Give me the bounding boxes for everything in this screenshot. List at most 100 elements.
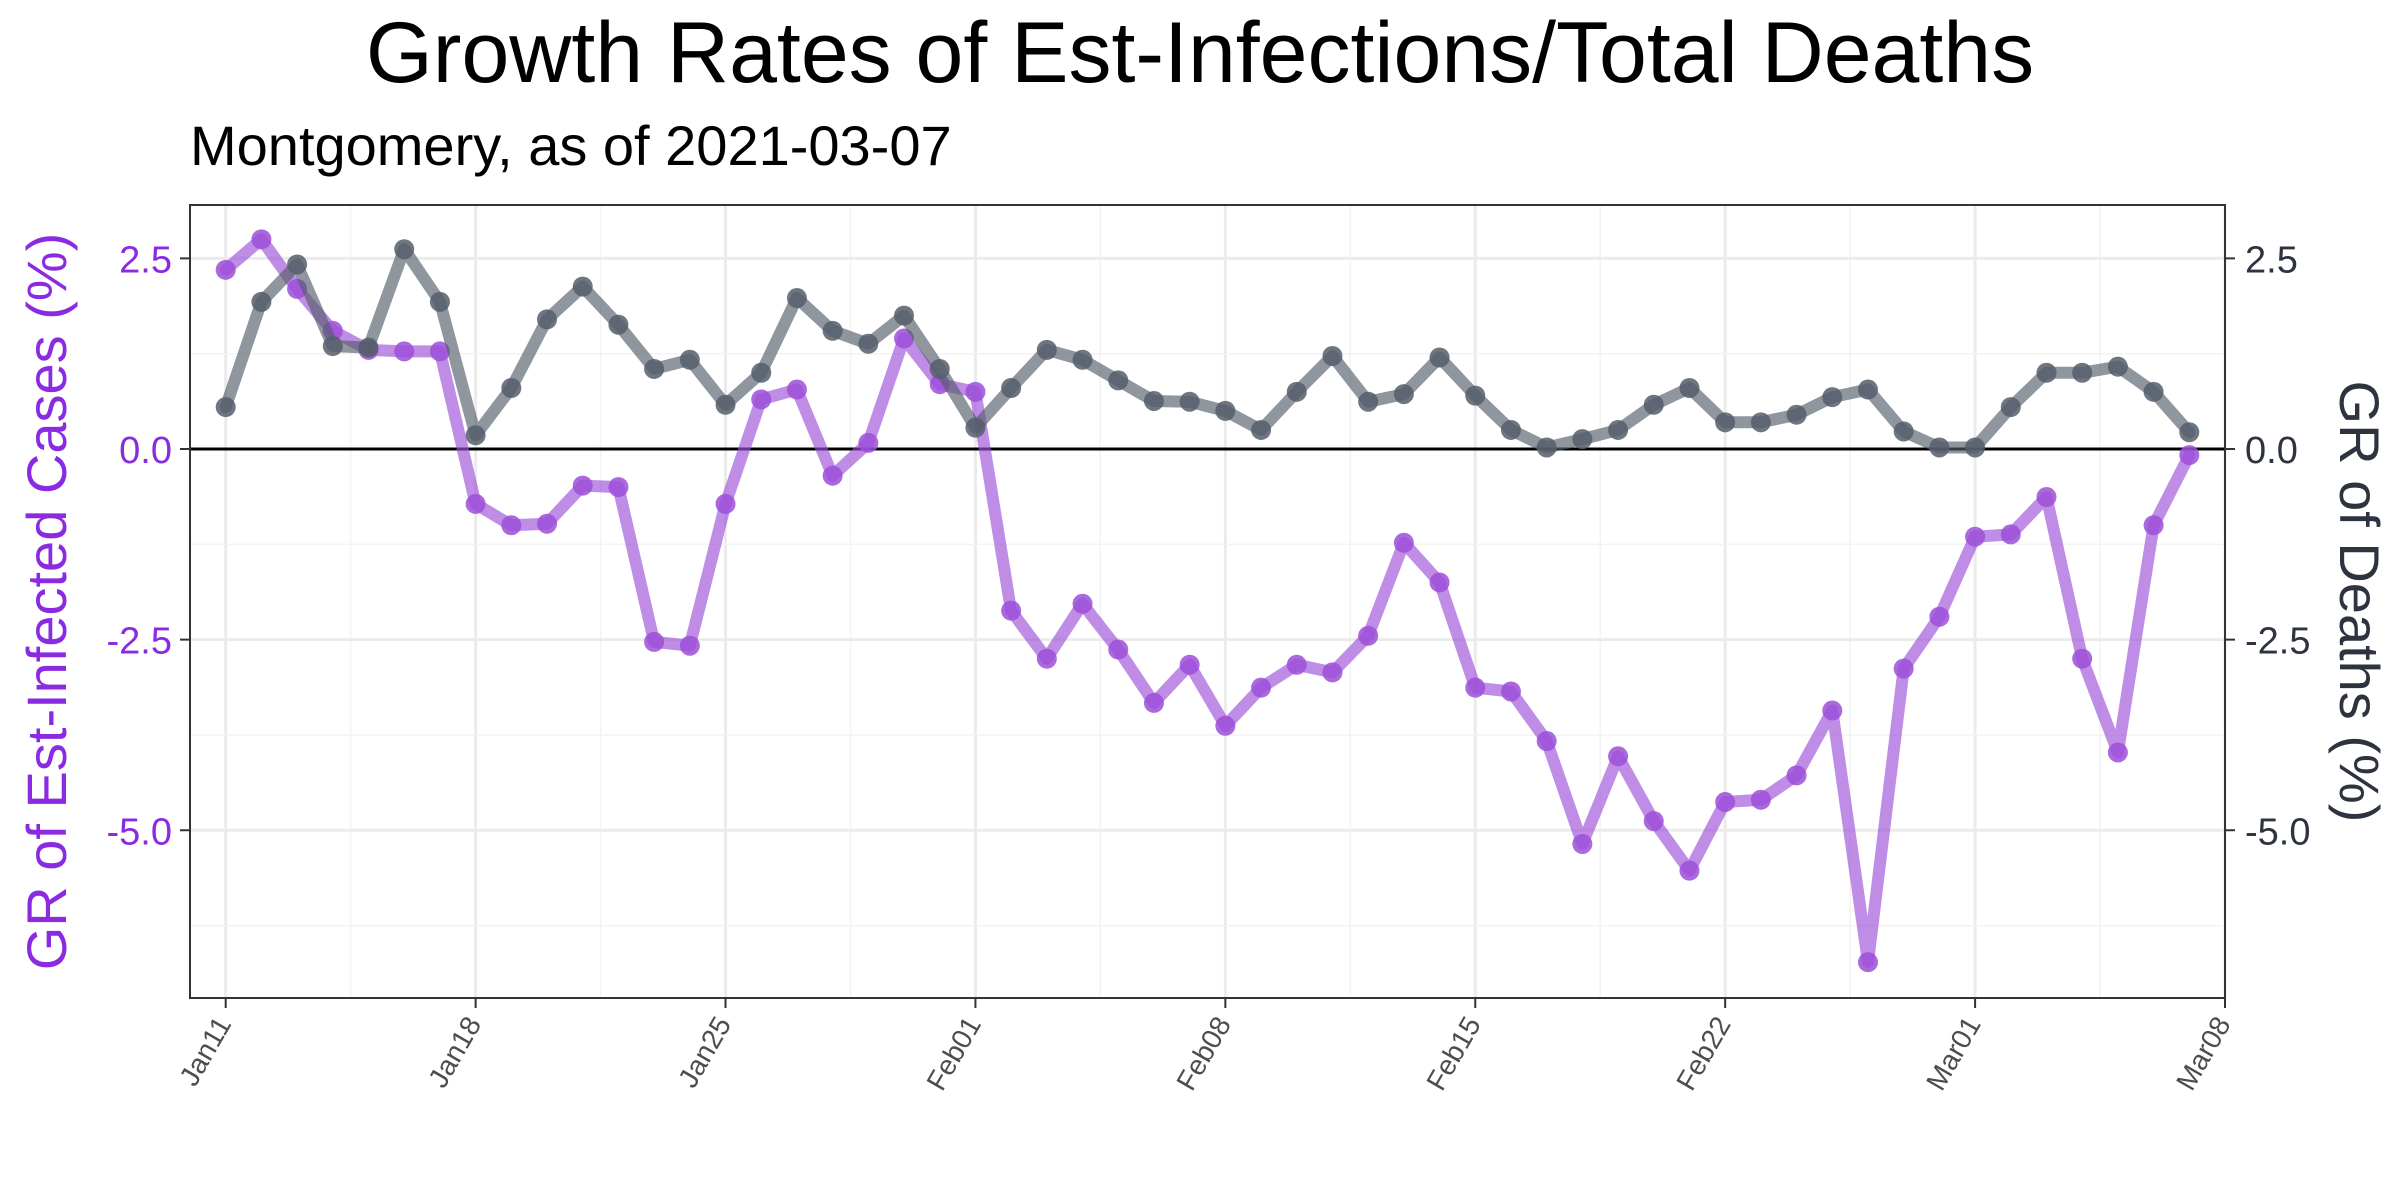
data-point-deaths <box>2179 422 2200 443</box>
data-point-deaths <box>1072 349 1093 370</box>
data-point-deaths <box>894 305 915 326</box>
data-point-infections <box>1857 952 1878 973</box>
data-point-deaths <box>1965 437 1986 458</box>
data-point-deaths <box>1286 381 1307 402</box>
x-tick-label: Jan11 <box>173 1011 237 1091</box>
chart-title: Growth Rates of Est-Infections/Total Dea… <box>366 5 2034 101</box>
data-point-deaths <box>2000 397 2021 418</box>
y-axis-label-right: GR of Deaths (%) <box>2328 381 2391 823</box>
data-point-deaths <box>1572 429 1593 450</box>
data-point-infections <box>2107 742 2128 763</box>
data-point-deaths <box>1393 384 1414 405</box>
data-point-infections <box>1572 833 1593 854</box>
y-tick-label-left: -2.5 <box>107 621 172 663</box>
data-point-deaths <box>501 378 522 398</box>
x-tick-label: Feb01 <box>920 1011 987 1095</box>
data-point-deaths <box>572 276 593 297</box>
data-point-deaths <box>1465 385 1486 406</box>
data-point-infections <box>394 341 415 362</box>
data-point-deaths <box>1143 390 1164 411</box>
y-tick-label-right: -5.0 <box>2245 811 2310 853</box>
data-point-infections <box>644 631 665 652</box>
data-point-infections <box>1679 860 1700 881</box>
data-point-deaths <box>2072 362 2093 383</box>
data-point-infections <box>1608 746 1629 767</box>
data-point-infections <box>1500 681 1521 702</box>
data-point-deaths <box>1215 400 1236 421</box>
data-point-infections <box>1715 792 1736 813</box>
data-point-infections <box>1179 654 1200 675</box>
data-point-deaths <box>1001 378 1022 398</box>
data-point-infections <box>1393 532 1414 553</box>
data-point-infections <box>1358 625 1379 646</box>
data-point-deaths <box>2107 356 2128 377</box>
data-point-infections <box>1322 662 1343 683</box>
data-point-infections <box>1251 677 1272 698</box>
x-tick-label: Feb22 <box>1670 1011 1737 1095</box>
data-point-deaths <box>1608 419 1629 440</box>
data-point-infections <box>1929 606 1950 627</box>
data-point-deaths <box>1108 370 1129 391</box>
grid <box>190 205 2227 998</box>
data-point-infections <box>2000 524 2021 545</box>
data-point-deaths <box>1358 391 1379 412</box>
x-tick-label: Feb08 <box>1170 1011 1237 1095</box>
data-point-infections <box>1536 731 1557 752</box>
data-point-deaths <box>322 336 343 357</box>
x-tick-label: Feb15 <box>1420 1011 1487 1095</box>
data-point-infections <box>786 379 807 400</box>
data-point-infections <box>1001 600 1022 621</box>
data-point-deaths <box>751 362 772 383</box>
data-point-infections <box>1643 811 1664 832</box>
data-point-infections <box>537 513 558 534</box>
data-point-infections <box>2072 648 2093 669</box>
data-point-infections <box>822 465 843 486</box>
y-axis-label-left: GR of Est-Infected Cases (%) <box>15 233 78 971</box>
data-point-deaths <box>394 239 415 260</box>
data-point-deaths <box>608 314 629 335</box>
data-point-deaths <box>1929 437 1950 458</box>
data-point-infections <box>2179 445 2200 466</box>
data-point-deaths <box>822 320 843 341</box>
axes: 2.5 2.5 0.0 0.0 -2.5 -2.5 -5.0 -5.0 Jan11 Jan18 Ja… <box>107 239 2311 1095</box>
data-point-deaths <box>715 394 736 415</box>
data-point-infections <box>215 259 236 280</box>
y-tick-label-left: 2.5 <box>119 239 172 281</box>
data-point-deaths <box>2143 381 2164 402</box>
data-point-deaths <box>465 425 486 446</box>
data-point-deaths <box>2036 362 2057 383</box>
data-point-infections <box>1822 700 1843 721</box>
data-point-infections <box>679 635 700 656</box>
data-point-infections <box>1286 654 1307 675</box>
data-point-deaths <box>1715 412 1736 433</box>
data-point-infections <box>1965 526 1986 547</box>
x-tick-label: Jan25 <box>672 1011 737 1093</box>
data-point-infections <box>251 229 272 250</box>
data-point-infections <box>1108 639 1129 660</box>
data-point-infections <box>1036 648 1057 669</box>
data-point-deaths <box>537 309 558 330</box>
data-point-deaths <box>679 349 700 370</box>
y-tick-label-left: 0.0 <box>119 430 172 472</box>
data-point-deaths <box>1857 379 1878 400</box>
data-point-deaths <box>429 291 450 312</box>
data-point-infections <box>1429 572 1450 593</box>
data-point-deaths <box>1679 378 1700 398</box>
data-point-infections <box>965 381 986 402</box>
data-point-infections <box>1786 765 1807 786</box>
data-point-infections <box>429 341 450 362</box>
data-point-deaths <box>644 358 665 379</box>
data-point-infections <box>751 389 772 410</box>
data-point-infections <box>1143 692 1164 713</box>
series-layer <box>215 229 2200 973</box>
data-point-deaths <box>786 288 807 309</box>
data-point-deaths <box>251 291 272 312</box>
data-point-deaths <box>858 333 879 354</box>
data-point-infections <box>1750 789 1771 810</box>
data-point-deaths <box>1429 347 1450 368</box>
x-tick-label: Mar08 <box>2170 1011 2237 1095</box>
data-point-deaths <box>358 337 379 358</box>
data-point-deaths <box>1822 387 1843 408</box>
data-point-deaths <box>1036 339 1057 360</box>
